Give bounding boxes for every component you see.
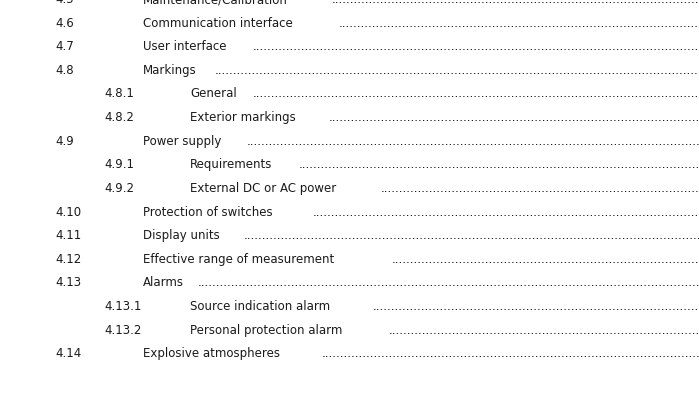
Text: External DC or AC power: External DC or AC power [190,182,336,194]
Text: 4.9.2: 4.9.2 [104,182,134,194]
Text: ................................................................................: ........................................… [253,40,699,53]
Text: Display units: Display units [143,229,219,242]
Text: ................................................................................: ........................................… [332,0,699,6]
Text: ................................................................................: ........................................… [373,299,699,312]
Text: ................................................................................: ........................................… [312,205,699,218]
Text: 4.13.1: 4.13.1 [104,299,141,312]
Text: 4.8.1: 4.8.1 [104,87,134,100]
Text: 4.8: 4.8 [55,64,74,77]
Text: ................................................................................: ........................................… [252,87,699,100]
Text: ................................................................................: ........................................… [198,276,699,289]
Text: ................................................................................: ........................................… [215,64,699,77]
Text: ................................................................................: ........................................… [381,182,699,194]
Text: Source indication alarm: Source indication alarm [190,299,331,312]
Text: 4.14: 4.14 [55,346,82,360]
Text: Communication interface: Communication interface [143,17,293,29]
Text: Exterior markings: Exterior markings [190,111,296,124]
Text: 4.5: 4.5 [55,0,74,6]
Text: ................................................................................: ........................................… [246,135,699,147]
Text: 4.13.2: 4.13.2 [104,323,141,336]
Text: 4.8.2: 4.8.2 [104,111,134,124]
Text: Protection of switches: Protection of switches [143,205,273,218]
Text: Maintenance/Calibration: Maintenance/Calibration [143,0,288,6]
Text: ................................................................................: ........................................… [392,252,699,265]
Text: 4.13: 4.13 [55,276,82,289]
Text: ................................................................................: ........................................… [338,17,699,29]
Text: 4.9.1: 4.9.1 [104,158,134,171]
Text: 4.6: 4.6 [55,17,74,29]
Text: Alarms: Alarms [143,276,184,289]
Text: General: General [190,87,237,100]
Text: User interface: User interface [143,40,226,53]
Text: Markings: Markings [143,64,197,77]
Text: ................................................................................: ........................................… [244,229,699,242]
Text: Effective range of measurement: Effective range of measurement [143,252,334,265]
Text: ................................................................................: ........................................… [329,111,699,124]
Text: Requirements: Requirements [190,158,273,171]
Text: 4.10: 4.10 [55,205,82,218]
Text: 4.7: 4.7 [55,40,74,53]
Text: Explosive atmospheres: Explosive atmospheres [143,346,280,360]
Text: Personal protection alarm: Personal protection alarm [190,323,343,336]
Text: Power supply: Power supply [143,135,222,147]
Text: 4.11: 4.11 [55,229,82,242]
Text: ................................................................................: ........................................… [322,346,699,360]
Text: ................................................................................: ........................................… [298,158,699,171]
Text: 4.9: 4.9 [55,135,74,147]
Text: ................................................................................: ........................................… [389,323,699,336]
Text: 4.12: 4.12 [55,252,82,265]
